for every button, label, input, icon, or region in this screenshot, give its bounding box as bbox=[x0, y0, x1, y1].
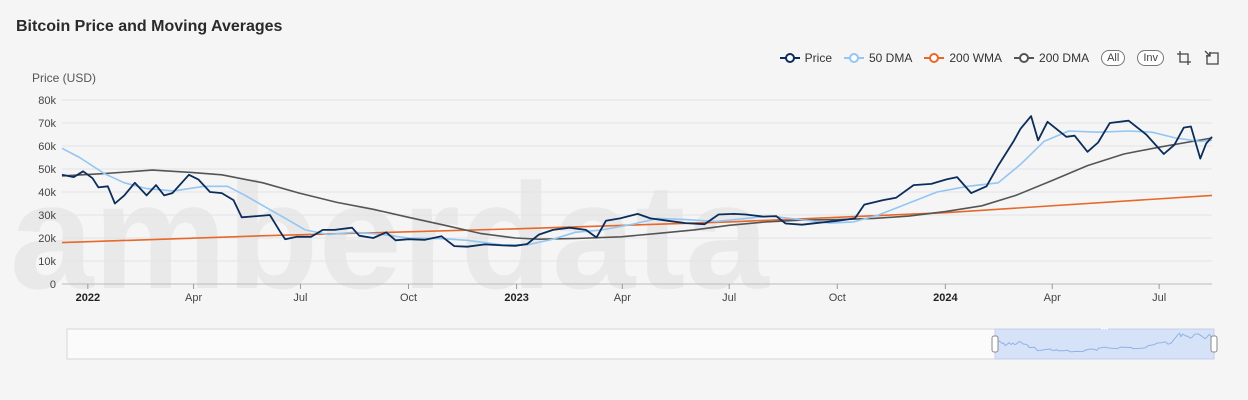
x-tick-label: Oct bbox=[829, 292, 846, 304]
page-title: Bitcoin Price and Moving Averages bbox=[16, 18, 283, 35]
x-tick-label: Apr bbox=[614, 292, 631, 304]
legend-marker-price-icon bbox=[779, 53, 800, 63]
legend-label-200dma: 200 DMA bbox=[1039, 51, 1090, 65]
x-tick-label: Jul bbox=[1152, 292, 1166, 304]
y-tick-label: 40k bbox=[38, 187, 56, 199]
y-tick-label: 20k bbox=[38, 233, 56, 245]
y-tick-label: 50k bbox=[38, 164, 56, 176]
legend-label-price: Price bbox=[804, 51, 832, 65]
legend-item-200wma[interactable]: 200 WMA bbox=[924, 51, 1002, 65]
series-lines bbox=[61, 115, 1213, 248]
y-axis-label: Price (USD) bbox=[32, 71, 96, 85]
y-tick-label: 30k bbox=[38, 210, 56, 222]
x-tick-label: Apr bbox=[185, 292, 202, 304]
navigator-handle-left[interactable] bbox=[991, 335, 999, 353]
x-axis: 2022 Apr Jul Oct 2023 Apr Jul Oct 2024 Apr Jul bbox=[76, 284, 1166, 304]
series-line-price bbox=[61, 115, 1213, 248]
navigator-handle-right[interactable] bbox=[1210, 335, 1218, 353]
x-tick-label: 2022 bbox=[76, 292, 100, 304]
inv-button[interactable]: Inv bbox=[1137, 50, 1164, 66]
legend-item-200dma[interactable]: 200 DMA bbox=[1014, 51, 1089, 65]
crop-icon[interactable] bbox=[1176, 50, 1192, 66]
chart-legend: Price 50 DMA 200 WMA 200 DMA All Inv bbox=[779, 50, 1220, 66]
y-tick-label: 80k bbox=[38, 95, 56, 107]
x-tick-label: Oct bbox=[400, 292, 417, 304]
y-axis: 0 10k 20k 30k 40k 50k 60k 70k 80k bbox=[38, 95, 56, 291]
y-tick-label: 60k bbox=[38, 141, 56, 153]
navigator-window[interactable] bbox=[994, 328, 1215, 360]
y-tick-label: 0 bbox=[50, 279, 56, 291]
x-tick-label: Jul bbox=[293, 292, 307, 304]
x-tick-label: Apr bbox=[1044, 292, 1061, 304]
y-tick-label: 70k bbox=[38, 118, 56, 130]
all-button[interactable]: All bbox=[1101, 50, 1126, 66]
x-tick-label: 2023 bbox=[504, 292, 528, 304]
reset-zoom-icon[interactable] bbox=[1204, 50, 1220, 66]
navigator[interactable]: ••• bbox=[66, 326, 1218, 360]
legend-marker-200dma-icon bbox=[1014, 53, 1035, 63]
x-tick-label: Jul bbox=[722, 292, 736, 304]
legend-item-50dma[interactable]: 50 DMA bbox=[844, 51, 912, 65]
legend-marker-200wma-icon bbox=[924, 53, 945, 63]
legend-marker-50dma-icon bbox=[844, 53, 864, 63]
legend-item-price[interactable]: Price bbox=[779, 51, 832, 65]
y-tick-label: 10k bbox=[38, 256, 56, 268]
legend-label-200wma: 200 WMA bbox=[949, 51, 1003, 65]
navigator-series-line bbox=[994, 332, 1215, 353]
x-tick-label: 2024 bbox=[933, 292, 958, 304]
series-line-dma200 bbox=[61, 137, 1213, 240]
grid-lines bbox=[62, 99, 1212, 285]
series-line-dma50 bbox=[61, 130, 1213, 246]
legend-label-50dma: 50 DMA bbox=[869, 51, 913, 65]
navigator-grip-icon[interactable]: ••• bbox=[1101, 326, 1109, 333]
